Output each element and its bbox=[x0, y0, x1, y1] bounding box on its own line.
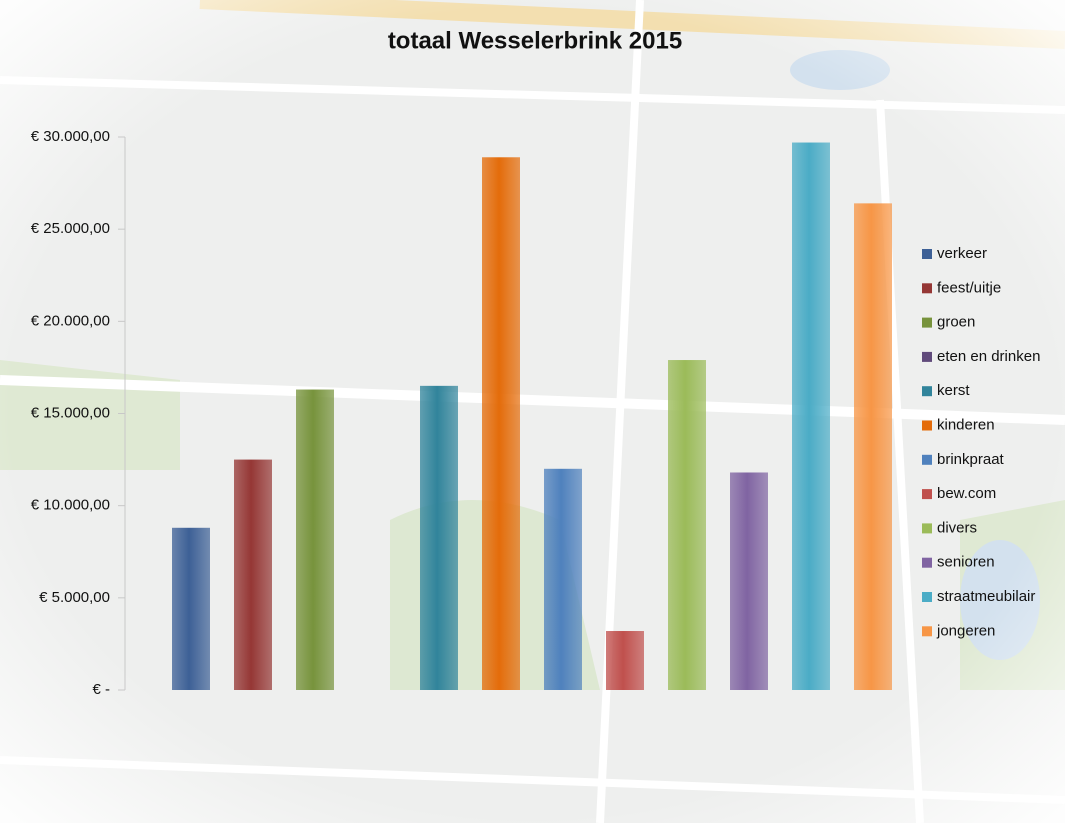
y-tick-label: € 10.000,00 bbox=[31, 497, 110, 514]
legend-swatch bbox=[922, 249, 932, 259]
bar bbox=[606, 631, 644, 690]
bar bbox=[482, 157, 520, 690]
legend-swatch bbox=[922, 557, 932, 568]
bar bbox=[172, 527, 210, 690]
legend-label: brinkpraat bbox=[937, 451, 1005, 468]
legend-label: groen bbox=[937, 314, 975, 331]
legend-swatch bbox=[922, 626, 932, 637]
y-tick-label: € 30.000,00 bbox=[31, 128, 110, 145]
bar bbox=[730, 472, 768, 690]
legend-label: jongeren bbox=[936, 622, 995, 639]
y-tick-label: € - bbox=[92, 681, 110, 698]
legend-label: divers bbox=[937, 519, 977, 536]
legend-swatch bbox=[922, 489, 932, 500]
bar bbox=[854, 203, 892, 691]
chart-title: totaal Wesselerbrink 2015 bbox=[388, 27, 682, 54]
legend-label: eten en drinken bbox=[937, 348, 1040, 365]
legend-swatch bbox=[922, 351, 932, 362]
y-tick-label: € 5.000,00 bbox=[39, 589, 110, 606]
y-tick-label: € 25.000,00 bbox=[31, 220, 110, 237]
legend-label: senioren bbox=[937, 554, 995, 571]
legend-swatch bbox=[922, 454, 932, 465]
bar bbox=[296, 389, 334, 690]
legend-swatch bbox=[922, 283, 932, 294]
legend-label: straatmeubilair bbox=[937, 588, 1035, 605]
bar bbox=[792, 142, 830, 690]
legend-swatch bbox=[922, 386, 932, 397]
legend-swatch bbox=[922, 317, 932, 328]
legend-label: verkeer bbox=[937, 245, 987, 262]
bar bbox=[420, 385, 458, 690]
legend-label: kinderen bbox=[937, 416, 995, 433]
legend-swatch bbox=[922, 592, 932, 602]
legend-swatch bbox=[922, 523, 932, 534]
bar bbox=[544, 468, 582, 690]
legend-label: feest/uitje bbox=[937, 279, 1001, 296]
bar bbox=[668, 360, 706, 690]
y-tick-label: € 15.000,00 bbox=[31, 404, 110, 421]
legend-label: bew.com bbox=[937, 485, 996, 502]
legend-label: kerst bbox=[937, 382, 970, 399]
y-tick-label: € 20.000,00 bbox=[31, 312, 110, 329]
legend-swatch bbox=[922, 420, 932, 431]
bar bbox=[234, 459, 272, 690]
